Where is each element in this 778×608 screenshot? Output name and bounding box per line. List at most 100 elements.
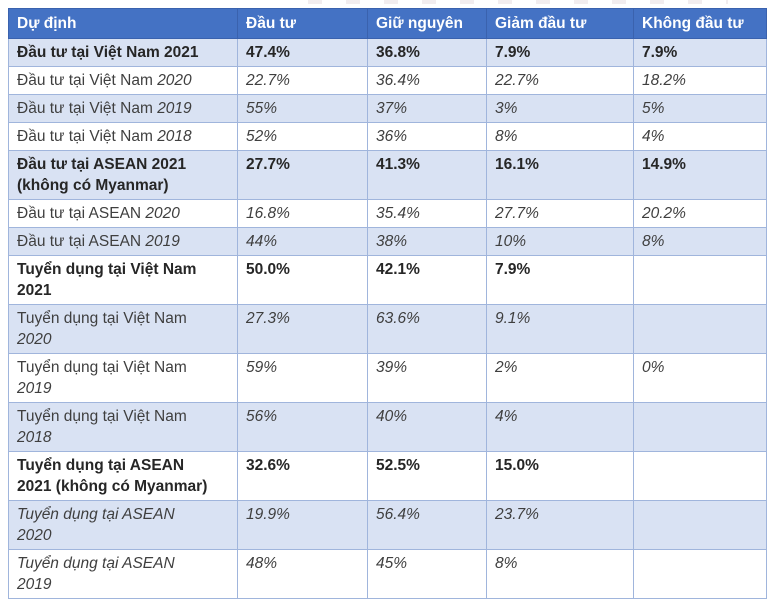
table-header: Dự định Đầu tư Giữ nguyên Giảm đầu tư Kh… — [8, 8, 767, 39]
row-label-part: Tuyển dụng tại Việt Nam — [17, 261, 197, 278]
value-cell: 63.6% — [367, 304, 487, 354]
row-label-part: Đầu tư tại Việt Nam 2021 — [17, 44, 199, 61]
row-label-part: 2019 — [157, 100, 192, 117]
value-cell: 27.7% — [237, 150, 368, 200]
value-cell: 36.4% — [367, 66, 487, 95]
table-row: Tuyển dụng tại Việt Nam 2019 59% 39% 2% 0% — [8, 353, 767, 403]
row-label-part: Tuyển dụng tại ASEAN — [17, 506, 175, 523]
header-row: Dự định Đầu tư Giữ nguyên Giảm đầu tư Kh… — [8, 8, 767, 39]
value-cell: 40% — [367, 402, 487, 452]
value-cell: 50.0% — [237, 255, 368, 305]
value-cell: 15.0% — [486, 451, 634, 501]
value-cell: 37% — [367, 94, 487, 123]
value-cell: 44% — [237, 227, 368, 256]
value-cell — [633, 402, 767, 452]
row-label-cell: Tuyển dụng tại Việt Nam 2021 — [8, 255, 238, 305]
row-label-part: 2020 — [157, 72, 192, 89]
row-label-cell: Tuyển dụng tại Việt Nam 2020 — [8, 304, 238, 354]
row-label-part: 2020 — [145, 205, 180, 222]
row-label-cell: Đầu tư tại ASEAN 2020 — [8, 199, 238, 228]
value-cell: 8% — [486, 122, 634, 151]
table-row: Đầu tư tại ASEAN 2021 (không có Myanmar) 2… — [8, 150, 767, 200]
row-label-part: Đầu tư tại ASEAN — [17, 233, 146, 250]
row-label-cell: Đầu tư tại Việt Nam 2018 — [8, 122, 238, 151]
value-cell: 52% — [237, 122, 368, 151]
table-row: Tuyển dụng tại Việt Nam 2020 27.3% 63.6% 9.1… — [8, 304, 767, 354]
row-label-part: 2018 — [17, 429, 52, 446]
value-cell — [633, 451, 767, 501]
row-label-part: Đầu tư tại Việt Nam — [17, 100, 158, 117]
header-cell-no-invest: Không đầu tư — [633, 8, 767, 39]
row-label-cell: Tuyển dụng tại Việt Nam 2019 — [8, 353, 238, 403]
row-label-part: 2020 — [17, 527, 52, 544]
value-cell: 7.9% — [633, 38, 767, 67]
value-cell: 36% — [367, 122, 487, 151]
table-row: Tuyển dụng tại ASEAN 2019 48% 45% 8% — [8, 549, 767, 599]
header-cell-reduce: Giảm đầu tư — [486, 8, 634, 39]
value-cell: 56.4% — [367, 500, 487, 550]
value-cell: 22.7% — [237, 66, 368, 95]
row-label-part: Đầu tư tại Việt Nam — [17, 72, 158, 89]
row-label-part: 2020 — [17, 331, 52, 348]
value-cell: 27.3% — [237, 304, 368, 354]
row-label-part: Đầu tư tại Việt Nam — [17, 128, 158, 145]
table-row: Tuyển dụng tại Việt Nam 2021 50.0% 42.1% 7.9… — [8, 255, 767, 305]
table-row: Đầu tư tại ASEAN 2020 16.8% 35.4% 27.7% 20.2… — [8, 199, 767, 228]
table-row: Đầu tư tại Việt Nam 2018 52% 36% 8% 4% — [8, 122, 767, 151]
row-label-part: Tuyển dụng tại ASEAN — [17, 555, 175, 572]
row-label-part: Tuyển dụng tại Việt Nam — [17, 310, 187, 327]
row-label-part: Tuyển dụng tại Việt Nam — [17, 359, 187, 376]
row-label-part: 2019 — [17, 380, 52, 397]
value-cell: 59% — [237, 353, 368, 403]
value-cell: 20.2% — [633, 199, 767, 228]
table-body: Đầu tư tại Việt Nam 2021 47.4% 36.8% 7.9% 7.… — [8, 38, 767, 599]
value-cell: 7.9% — [486, 38, 634, 67]
row-label-cell: Đầu tư tại Việt Nam 2019 — [8, 94, 238, 123]
value-cell: 3% — [486, 94, 634, 123]
value-cell: 23.7% — [486, 500, 634, 550]
value-cell: 55% — [237, 94, 368, 123]
value-cell — [633, 500, 767, 550]
value-cell: 27.7% — [486, 199, 634, 228]
value-cell: 19.9% — [237, 500, 368, 550]
table-row: Đầu tư tại Việt Nam 2021 47.4% 36.8% 7.9% 7.… — [8, 38, 767, 67]
value-cell: 8% — [633, 227, 767, 256]
row-label-cell: Đầu tư tại ASEAN 2021 (không có Myanmar) — [8, 150, 238, 200]
value-cell: 56% — [237, 402, 368, 452]
table-row: Tuyển dụng tại ASEAN 2020 19.9% 56.4% 23.7% — [8, 500, 767, 550]
header-cell-invest: Đầu tư — [237, 8, 368, 39]
header-cell-keep: Giữ nguyên — [367, 8, 487, 39]
value-cell — [633, 304, 767, 354]
value-cell: 18.2% — [633, 66, 767, 95]
row-label-part: Tuyển dụng tại Việt Nam — [17, 408, 187, 425]
cropped-text-artifact — [308, 0, 728, 4]
row-label-cell: Tuyển dụng tại ASEAN 2021 (không có Myanm… — [8, 451, 238, 501]
value-cell: 7.9% — [486, 255, 634, 305]
value-cell — [633, 255, 767, 305]
intentions-table-wrap: Dự định Đầu tư Giữ nguyên Giảm đầu tư Kh… — [8, 8, 767, 599]
value-cell: 38% — [367, 227, 487, 256]
value-cell: 32.6% — [237, 451, 368, 501]
row-label-cell: Đầu tư tại ASEAN 2019 — [8, 227, 238, 256]
row-label-part: 2019 — [17, 576, 52, 593]
row-label-cell: Đầu tư tại Việt Nam 2021 — [8, 38, 238, 67]
row-label-part: (không có Myanmar) — [17, 177, 169, 194]
value-cell: 10% — [486, 227, 634, 256]
value-cell: 36.8% — [367, 38, 487, 67]
value-cell: 35.4% — [367, 199, 487, 228]
value-cell: 16.8% — [237, 199, 368, 228]
row-label-part: Đầu tư tại ASEAN — [17, 205, 146, 222]
value-cell: 14.9% — [633, 150, 767, 200]
table-row: Đầu tư tại Việt Nam 2020 22.7% 36.4% 22.7% 1… — [8, 66, 767, 95]
table-row: Đầu tư tại Việt Nam 2019 55% 37% 3% 5% — [8, 94, 767, 123]
value-cell: 52.5% — [367, 451, 487, 501]
row-label-part: 2019 — [145, 233, 180, 250]
row-label-cell: Tuyển dụng tại ASEAN 2020 — [8, 500, 238, 550]
value-cell: 41.3% — [367, 150, 487, 200]
value-cell: 48% — [237, 549, 368, 599]
row-label-part: Đầu tư tại ASEAN 2021 — [17, 156, 187, 173]
row-label-part: 2021 (không có Myanmar) — [17, 478, 208, 495]
value-cell: 47.4% — [237, 38, 368, 67]
value-cell: 2% — [486, 353, 634, 403]
